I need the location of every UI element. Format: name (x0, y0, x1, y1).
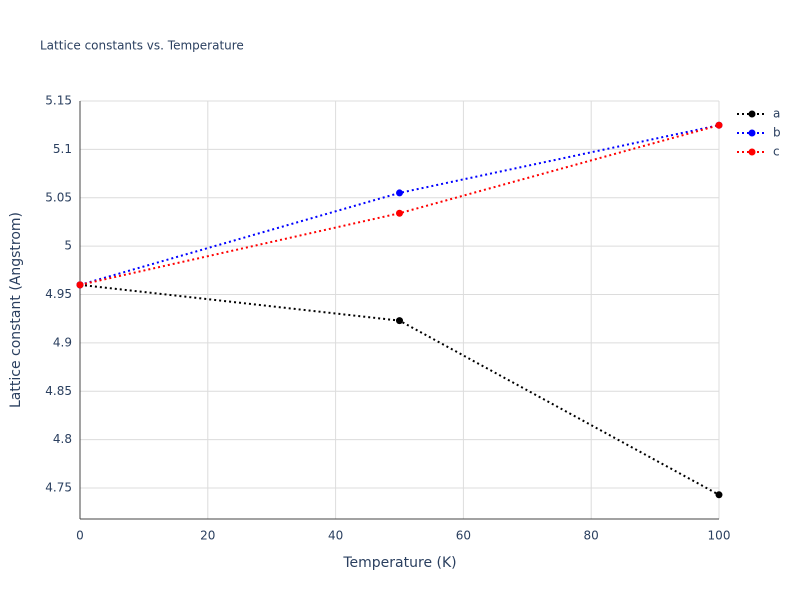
data-point (76, 281, 84, 289)
legend-marker (748, 129, 756, 137)
legend-marker (748, 148, 756, 156)
y-tick-label: 5 (64, 239, 72, 253)
data-point (396, 209, 403, 217)
y-tick-label: 5.15 (45, 94, 72, 108)
x-tick-label: 60 (456, 529, 471, 543)
y-tick-label: 4.9 (53, 335, 72, 349)
x-axis-label: Temperature (K) (342, 555, 456, 571)
data-point (715, 491, 723, 499)
y-tick-label: 5.05 (45, 190, 72, 204)
chart-title: Lattice constants vs. Temperature (40, 39, 244, 53)
data-point (715, 121, 723, 129)
y-tick-label: 5.1 (53, 142, 72, 156)
series-line (79, 283, 720, 496)
x-tick-label: 40 (328, 529, 343, 543)
y-tick-label: 4.85 (45, 384, 72, 398)
y-tick-label: 4.75 (45, 481, 72, 495)
series-line (79, 124, 720, 286)
x-tick-label: 0 (76, 529, 84, 543)
y-tick-label: 4.95 (45, 287, 72, 301)
x-tick-label: 100 (708, 529, 731, 543)
legend-label: a (773, 107, 780, 121)
y-tick-label: 4.8 (53, 432, 72, 446)
data-point (396, 189, 403, 197)
x-tick-label: 80 (584, 529, 599, 543)
data-point (396, 317, 403, 325)
legend-label: b (773, 126, 781, 140)
legend-marker (748, 110, 756, 118)
x-tick-label: 20 (200, 529, 215, 543)
y-axis-label: Lattice constant (Angstrom) (8, 212, 24, 408)
legend-label: c (773, 145, 780, 159)
